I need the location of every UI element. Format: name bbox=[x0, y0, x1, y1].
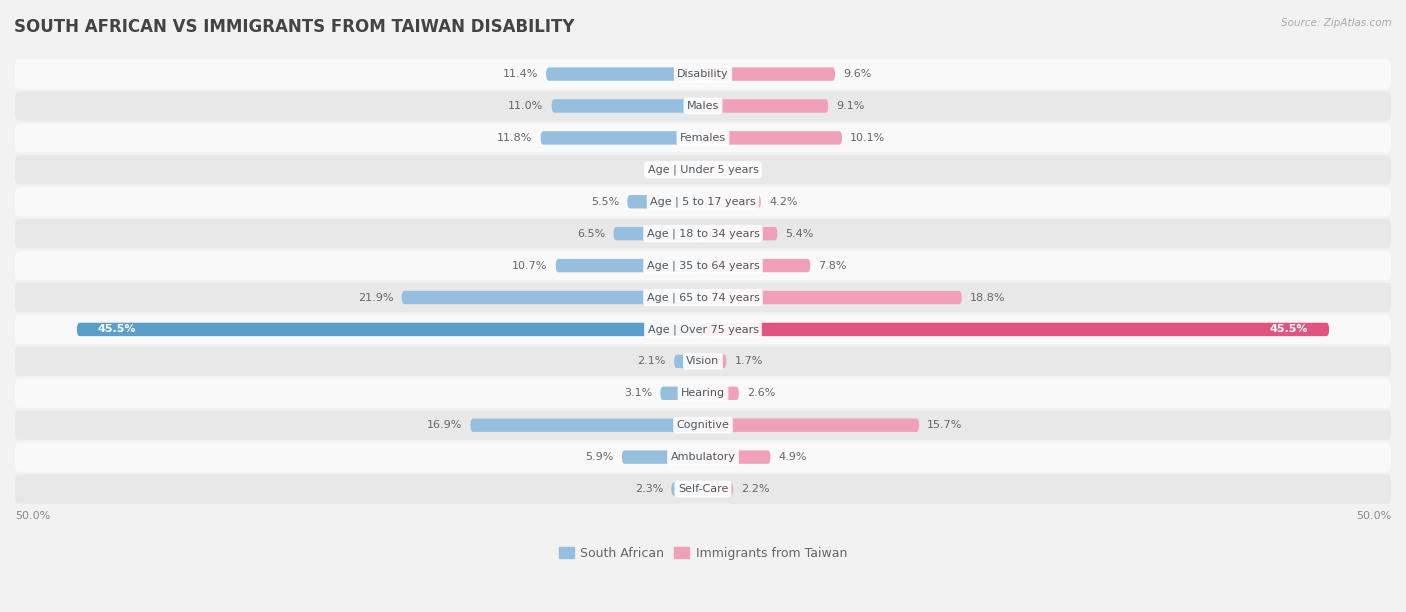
Text: Age | 35 to 64 years: Age | 35 to 64 years bbox=[647, 260, 759, 271]
FancyBboxPatch shape bbox=[15, 411, 1391, 440]
FancyBboxPatch shape bbox=[627, 195, 703, 209]
Text: SOUTH AFRICAN VS IMMIGRANTS FROM TAIWAN DISABILITY: SOUTH AFRICAN VS IMMIGRANTS FROM TAIWAN … bbox=[14, 18, 575, 36]
Text: Ambulatory: Ambulatory bbox=[671, 452, 735, 462]
Text: 11.0%: 11.0% bbox=[508, 101, 543, 111]
FancyBboxPatch shape bbox=[688, 163, 703, 176]
Text: Age | Under 5 years: Age | Under 5 years bbox=[648, 165, 758, 175]
Text: 1.0%: 1.0% bbox=[725, 165, 754, 175]
Text: 50.0%: 50.0% bbox=[15, 512, 51, 521]
Text: Males: Males bbox=[688, 101, 718, 111]
Text: Age | 5 to 17 years: Age | 5 to 17 years bbox=[650, 196, 756, 207]
FancyBboxPatch shape bbox=[703, 131, 842, 144]
FancyBboxPatch shape bbox=[15, 283, 1391, 312]
Text: 2.2%: 2.2% bbox=[741, 484, 770, 494]
Text: 5.5%: 5.5% bbox=[591, 196, 619, 207]
FancyBboxPatch shape bbox=[402, 291, 703, 304]
FancyBboxPatch shape bbox=[703, 195, 761, 209]
Text: 1.1%: 1.1% bbox=[651, 165, 679, 175]
FancyBboxPatch shape bbox=[555, 259, 703, 272]
FancyBboxPatch shape bbox=[671, 482, 703, 496]
FancyBboxPatch shape bbox=[703, 482, 734, 496]
Text: Source: ZipAtlas.com: Source: ZipAtlas.com bbox=[1281, 18, 1392, 28]
Text: 3.1%: 3.1% bbox=[624, 388, 652, 398]
Text: 9.1%: 9.1% bbox=[837, 101, 865, 111]
Text: Self-Care: Self-Care bbox=[678, 484, 728, 494]
FancyBboxPatch shape bbox=[15, 187, 1391, 217]
FancyBboxPatch shape bbox=[661, 387, 703, 400]
FancyBboxPatch shape bbox=[15, 474, 1391, 504]
FancyBboxPatch shape bbox=[77, 323, 703, 336]
FancyBboxPatch shape bbox=[703, 259, 810, 272]
Text: Cognitive: Cognitive bbox=[676, 420, 730, 430]
Text: Females: Females bbox=[681, 133, 725, 143]
Text: 45.5%: 45.5% bbox=[1270, 324, 1309, 334]
FancyBboxPatch shape bbox=[15, 155, 1391, 184]
Text: 5.9%: 5.9% bbox=[585, 452, 613, 462]
FancyBboxPatch shape bbox=[621, 450, 703, 464]
FancyBboxPatch shape bbox=[613, 227, 703, 241]
Text: 11.4%: 11.4% bbox=[502, 69, 538, 79]
FancyBboxPatch shape bbox=[15, 219, 1391, 248]
Text: 2.3%: 2.3% bbox=[634, 484, 664, 494]
FancyBboxPatch shape bbox=[703, 67, 835, 81]
FancyBboxPatch shape bbox=[703, 355, 727, 368]
Text: Hearing: Hearing bbox=[681, 388, 725, 398]
FancyBboxPatch shape bbox=[541, 131, 703, 144]
FancyBboxPatch shape bbox=[703, 419, 920, 432]
Text: 5.4%: 5.4% bbox=[786, 229, 814, 239]
Text: Age | 18 to 34 years: Age | 18 to 34 years bbox=[647, 228, 759, 239]
Text: 9.6%: 9.6% bbox=[844, 69, 872, 79]
Text: 10.7%: 10.7% bbox=[512, 261, 547, 271]
Text: 11.8%: 11.8% bbox=[496, 133, 533, 143]
Text: 45.5%: 45.5% bbox=[97, 324, 136, 334]
Text: 10.1%: 10.1% bbox=[851, 133, 886, 143]
Text: 1.7%: 1.7% bbox=[735, 356, 763, 367]
FancyBboxPatch shape bbox=[15, 346, 1391, 376]
FancyBboxPatch shape bbox=[15, 123, 1391, 152]
Text: 6.5%: 6.5% bbox=[576, 229, 606, 239]
Text: 21.9%: 21.9% bbox=[359, 293, 394, 302]
FancyBboxPatch shape bbox=[15, 91, 1391, 121]
Text: 4.2%: 4.2% bbox=[769, 196, 797, 207]
Text: Age | 65 to 74 years: Age | 65 to 74 years bbox=[647, 293, 759, 303]
FancyBboxPatch shape bbox=[703, 99, 828, 113]
FancyBboxPatch shape bbox=[471, 419, 703, 432]
FancyBboxPatch shape bbox=[15, 251, 1391, 280]
Legend: South African, Immigrants from Taiwan: South African, Immigrants from Taiwan bbox=[554, 542, 852, 565]
Text: Disability: Disability bbox=[678, 69, 728, 79]
FancyBboxPatch shape bbox=[703, 227, 778, 241]
FancyBboxPatch shape bbox=[703, 323, 1329, 336]
FancyBboxPatch shape bbox=[673, 355, 703, 368]
Text: 2.6%: 2.6% bbox=[747, 388, 775, 398]
Text: Age | Over 75 years: Age | Over 75 years bbox=[648, 324, 758, 335]
Text: 16.9%: 16.9% bbox=[427, 420, 463, 430]
FancyBboxPatch shape bbox=[15, 59, 1391, 89]
Text: 4.9%: 4.9% bbox=[779, 452, 807, 462]
FancyBboxPatch shape bbox=[15, 442, 1391, 472]
Text: 2.1%: 2.1% bbox=[637, 356, 666, 367]
Text: Vision: Vision bbox=[686, 356, 720, 367]
FancyBboxPatch shape bbox=[15, 315, 1391, 344]
FancyBboxPatch shape bbox=[703, 291, 962, 304]
FancyBboxPatch shape bbox=[546, 67, 703, 81]
Text: 15.7%: 15.7% bbox=[928, 420, 963, 430]
FancyBboxPatch shape bbox=[551, 99, 703, 113]
FancyBboxPatch shape bbox=[703, 163, 717, 176]
Text: 18.8%: 18.8% bbox=[970, 293, 1005, 302]
FancyBboxPatch shape bbox=[15, 379, 1391, 408]
Text: 50.0%: 50.0% bbox=[1355, 512, 1391, 521]
FancyBboxPatch shape bbox=[703, 450, 770, 464]
Text: 7.8%: 7.8% bbox=[818, 261, 846, 271]
FancyBboxPatch shape bbox=[703, 387, 738, 400]
